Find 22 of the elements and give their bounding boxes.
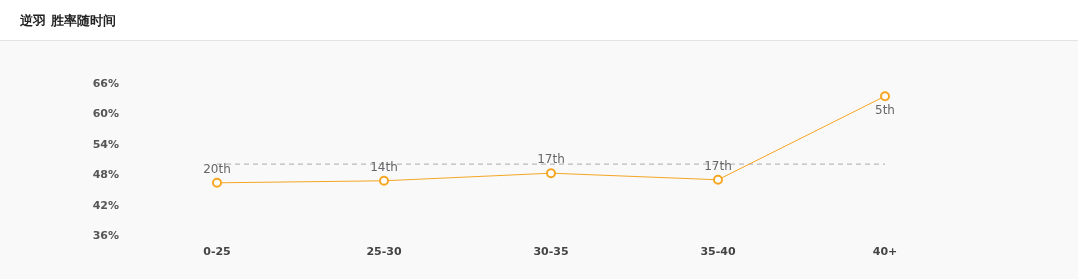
y-tick-label: 42% [92, 198, 119, 212]
x-tick-label: 35-40 [700, 245, 736, 258]
y-tick-label: 66% [92, 77, 119, 90]
x-tick-label: 30-35 [533, 245, 569, 258]
x-tick-label: 40+ [872, 245, 898, 258]
y-tick-label: 54% [92, 137, 119, 151]
x-tick-label: 0-25 [203, 245, 231, 258]
annotation: 20th [203, 161, 231, 176]
text: 逆羽 胜率随时间 [19, 13, 116, 28]
annotation: 17th [537, 152, 565, 167]
annotation: 5th [875, 103, 895, 118]
y-tick-label: 48% [92, 168, 119, 182]
point [212, 177, 222, 188]
x-tick-label: 25-30 [366, 245, 402, 258]
point [713, 174, 723, 185]
annotation: 14th [370, 159, 398, 174]
y-tick-label: 60% [92, 107, 119, 121]
y-tick-label: 36% [92, 229, 119, 242]
point [379, 175, 389, 186]
annotation: 17th [704, 158, 732, 173]
point [546, 168, 556, 179]
point [880, 91, 890, 102]
